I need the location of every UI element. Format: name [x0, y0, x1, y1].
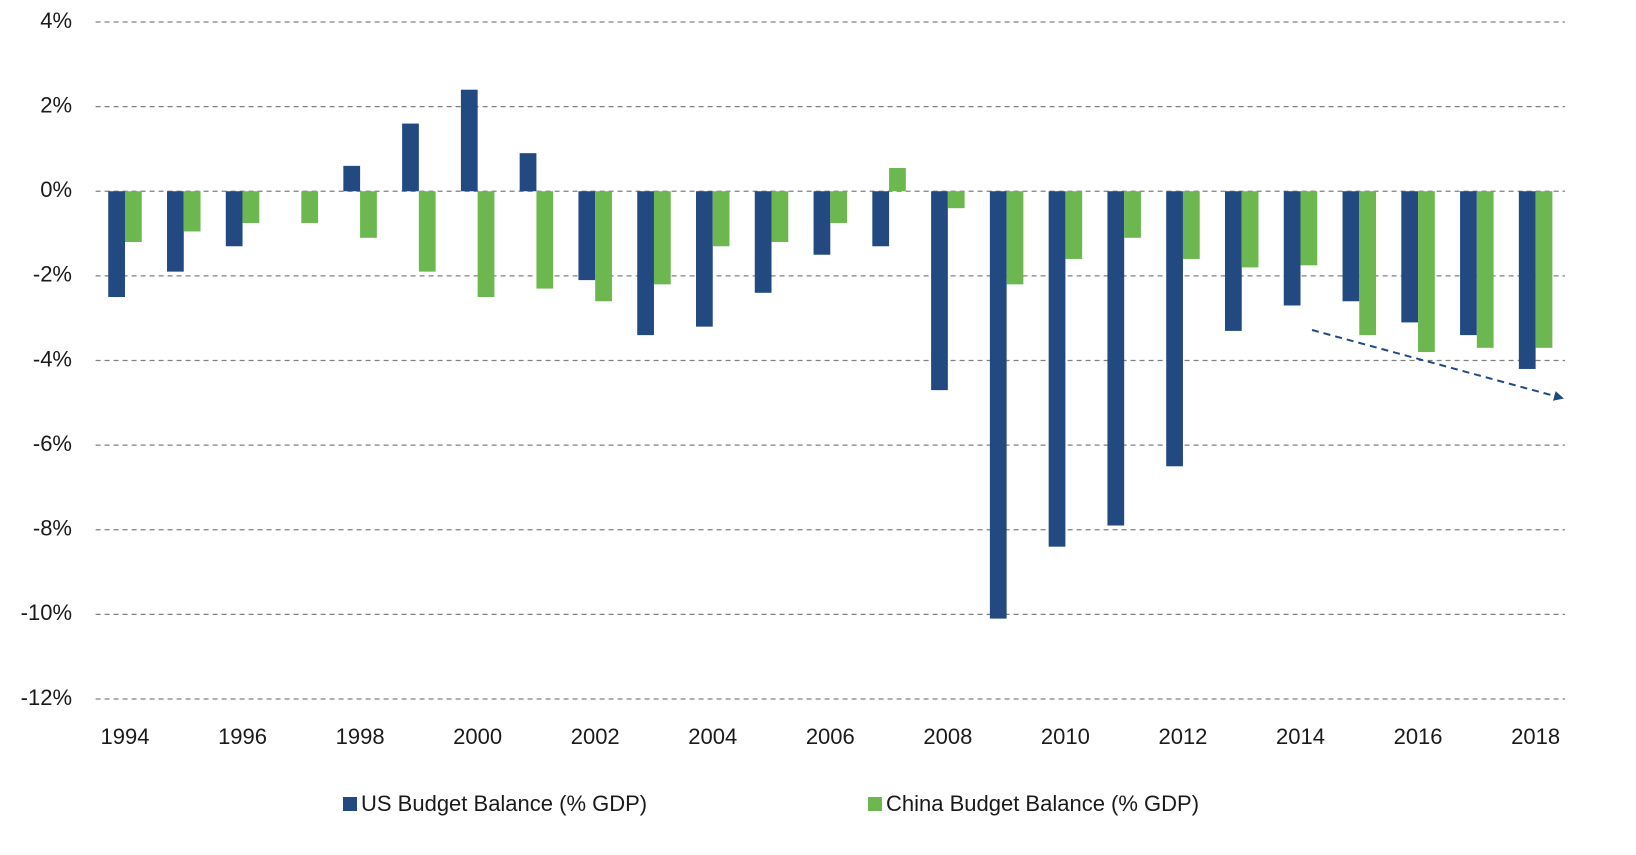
- bar: [1048, 191, 1066, 547]
- x-tick-label: 1998: [336, 724, 385, 749]
- bar: [1107, 191, 1125, 526]
- bar: [124, 191, 142, 243]
- bar: [1460, 191, 1477, 336]
- bar: [225, 191, 243, 247]
- grid: [95, 21, 1565, 700]
- bar: [595, 191, 612, 302]
- bar: [931, 191, 948, 391]
- bar: [242, 191, 260, 223]
- bar: [754, 191, 772, 293]
- bar: [1224, 191, 1242, 331]
- x-tick-label: 2016: [1394, 724, 1443, 749]
- bar: [989, 191, 1007, 619]
- bar: [947, 191, 965, 209]
- bar: [167, 191, 184, 272]
- bar: [830, 191, 848, 223]
- x-tick-label: 1996: [218, 724, 267, 749]
- x-tick-label: 2018: [1511, 724, 1560, 749]
- bar: [1166, 191, 1183, 467]
- y-tick-label: 4%: [40, 8, 72, 33]
- bar: [1283, 191, 1301, 306]
- y-tick-label: 0%: [40, 177, 72, 202]
- bar: [402, 123, 419, 192]
- bar: [1241, 191, 1259, 268]
- bar: [1476, 191, 1494, 348]
- bar: [460, 89, 478, 192]
- bar: [1401, 191, 1419, 323]
- bar: [477, 191, 495, 298]
- bar: [183, 191, 201, 232]
- legend-label: US Budget Balance (% GDP): [361, 791, 647, 816]
- y-tick-label: -12%: [21, 685, 72, 710]
- bar: [108, 191, 125, 298]
- bar: [813, 191, 831, 255]
- bar: [1359, 191, 1377, 336]
- y-tick-label: -6%: [33, 431, 72, 456]
- y-tick-label: -10%: [21, 600, 72, 625]
- bar: [1518, 191, 1536, 369]
- bar: [1300, 191, 1318, 266]
- bar: [771, 191, 789, 243]
- x-tick-label: 2012: [1158, 724, 1207, 749]
- bar: [653, 191, 671, 285]
- x-tick-label: 2008: [923, 724, 972, 749]
- legend-swatch: [868, 797, 882, 811]
- x-tick-label: 2010: [1041, 724, 1090, 749]
- x-tick-label: 1994: [101, 724, 150, 749]
- bar: [695, 191, 713, 327]
- x-tick-label: 2006: [806, 724, 855, 749]
- x-tick-label: 2014: [1276, 724, 1325, 749]
- bar: [301, 191, 319, 223]
- legend-swatch: [343, 797, 357, 811]
- bar: [712, 191, 730, 247]
- bar: [1006, 191, 1024, 285]
- bar: [1418, 191, 1435, 353]
- bar: [519, 153, 537, 192]
- bar: [536, 191, 554, 289]
- bar: [418, 191, 436, 272]
- bar: [1182, 191, 1200, 259]
- y-tick-label: -8%: [33, 516, 72, 541]
- bar: [889, 167, 906, 192]
- bar: [1342, 191, 1360, 302]
- bar: [1124, 191, 1141, 238]
- x-tick-label: 2004: [688, 724, 737, 749]
- bar: [1065, 191, 1083, 259]
- legend-label: China Budget Balance (% GDP): [886, 791, 1199, 816]
- x-tick-label: 2000: [453, 724, 502, 749]
- bar: [360, 191, 377, 238]
- y-tick-label: 2%: [40, 92, 72, 117]
- y-tick-label: -2%: [33, 262, 72, 287]
- bar: [1535, 191, 1553, 348]
- bars: [108, 89, 1553, 619]
- y-tick-label: -4%: [33, 346, 72, 371]
- bar: [343, 165, 361, 192]
- bar: [637, 191, 654, 336]
- x-tick-label: 2002: [571, 724, 620, 749]
- bar: [872, 191, 890, 247]
- bar: [578, 191, 596, 281]
